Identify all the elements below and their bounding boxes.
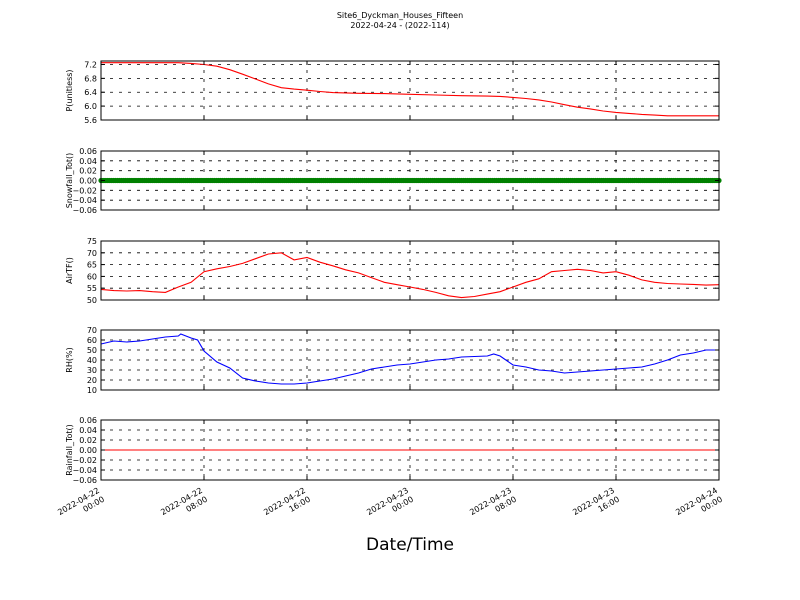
y-axis-label: AirTF() <box>65 257 74 284</box>
y-tick-label: 55 <box>87 284 97 293</box>
panel-1: 5.6 6.0 6.4 6.8 7.2 P(unitless) <box>65 60 720 125</box>
x-tick-label: 2022-04-2400:00 <box>674 486 724 526</box>
y-tick-label: 75 <box>87 237 97 246</box>
panel-2: −0.06−0.04−0.020.000.020.040.06 Snowfall_… <box>65 147 722 215</box>
y-tick-label: 6.0 <box>84 102 97 111</box>
y-tick-label: 0.04 <box>79 426 97 435</box>
y-axis-label: Snowfall_Tot() <box>65 153 74 209</box>
y-axis-label: Rainfall_Tot() <box>65 424 74 476</box>
figure-subtitle: 2022-04-24 - (2022-114) <box>350 21 450 30</box>
y-tick-label: 0.00 <box>79 177 97 186</box>
panel-3: 50 55 60 65 70 75 AirTF() <box>65 237 720 305</box>
x-tick-label: 2022-04-2308:00 <box>468 486 518 526</box>
y-axis-label: RH(%) <box>65 347 74 372</box>
y-tick-label: −0.04 <box>72 196 97 205</box>
y-tick-label: 6.8 <box>84 74 97 83</box>
y-tick-label: 0.02 <box>79 167 97 176</box>
x-tick-label: 2022-04-2300:00 <box>365 486 415 526</box>
panels: 5.66.06.46.87.2P(unitless)−0.06−0.04−0.0… <box>65 60 722 485</box>
y-tick-label: 70 <box>87 326 97 335</box>
y-axis-label: P(unitless) <box>65 69 74 111</box>
y-tick-label: 0.06 <box>79 147 97 156</box>
x-tick-label: 2022-04-2200:00 <box>56 486 106 526</box>
figure-title: Site6_Dyckman_Houses_Fifteen <box>336 11 464 20</box>
y-tick-label: 6.4 <box>84 88 97 97</box>
y-tick-label: 50 <box>87 346 97 355</box>
x-axis-label: Date/Time <box>366 535 454 555</box>
y-tick-label: 0.02 <box>79 436 97 445</box>
y-tick-label: 20 <box>87 376 97 385</box>
y-tick-label: 65 <box>87 261 97 270</box>
y-tick-label: 0.04 <box>79 157 97 166</box>
x-axis: 2022-04-2200:00 2022-04-2208:00 2022-04-22… <box>56 486 724 526</box>
y-tick-label: 30 <box>87 366 97 375</box>
y-tick-label: 60 <box>87 336 97 345</box>
x-tick-label: 2022-04-2216:00 <box>262 486 312 526</box>
y-tick-label: 50 <box>87 296 97 305</box>
series-line <box>101 62 719 117</box>
panel-5: −0.06−0.04−0.020.000.020.040.06 Rainfall_… <box>65 416 720 485</box>
y-tick-label: −0.02 <box>72 456 97 465</box>
y-tick-label: 7.2 <box>84 60 97 69</box>
x-tick-label: 2022-04-2208:00 <box>159 486 209 526</box>
y-tick-label: −0.02 <box>72 186 97 195</box>
y-tick-label: −0.06 <box>72 476 97 485</box>
y-tick-label: −0.04 <box>72 466 97 475</box>
x-tick-label: 2022-04-2316:00 <box>571 486 621 526</box>
y-tick-label: 40 <box>87 356 97 365</box>
y-tick-label: 0.00 <box>79 446 97 455</box>
y-tick-label: 5.6 <box>84 116 97 125</box>
y-tick-label: 0.06 <box>79 416 97 425</box>
y-tick-label: −0.06 <box>72 206 97 215</box>
series-line <box>100 333 719 385</box>
y-tick-label: 70 <box>87 249 97 258</box>
y-tick-label: 10 <box>87 386 97 395</box>
series-line <box>100 252 720 299</box>
y-tick-label: 60 <box>87 272 97 281</box>
